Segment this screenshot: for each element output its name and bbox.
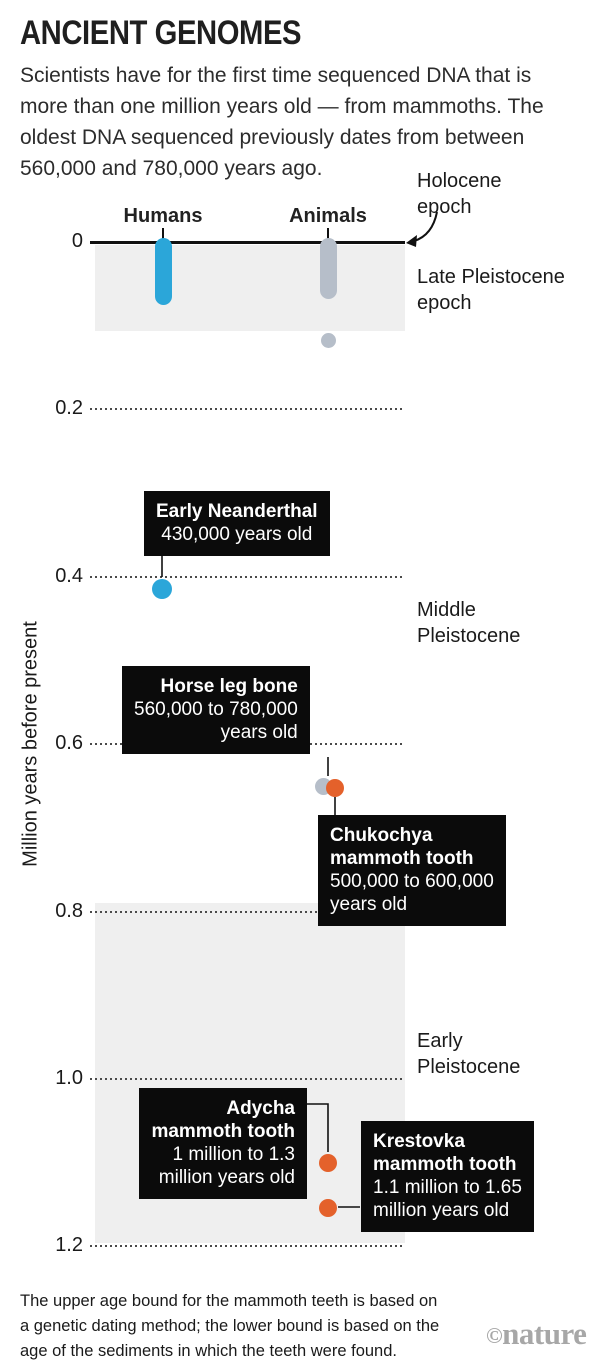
epoch-label-line: Early [417, 1030, 463, 1052]
gridline-1.2 [90, 1245, 405, 1248]
animal-sample-dot [320, 333, 336, 349]
y-tick-label: 0.8 [55, 899, 83, 922]
footnote-line: a genetic dating method; the lower bound… [20, 1317, 440, 1335]
epoch-label-line: Pleistocene [417, 1056, 521, 1078]
epoch-label-line: epoch [417, 292, 472, 314]
page-subtitle: Scientists have for the first time seque… [20, 64, 544, 180]
epoch-label-line: Pleistocene [417, 625, 521, 647]
y-axis-title: Million years before present [19, 621, 42, 867]
gridline-0.6 [90, 743, 405, 746]
adycha-mammoth-tooth-dot [319, 1153, 337, 1172]
y-tick-label: 1.2 [55, 1234, 83, 1257]
column-header-humans: Humans [123, 205, 203, 227]
chukochya-mammoth-tooth-dot [326, 778, 344, 797]
chart-footnote: The upper age bound for the mammoth teet… [20, 1289, 439, 1364]
epoch-label-line: Middle [417, 599, 476, 621]
gridline-1.0 [90, 1078, 405, 1080]
gridline-0.8 [90, 910, 405, 913]
nature-logo-text: nature [502, 1316, 587, 1351]
gridline-0.4 [90, 575, 405, 578]
epoch-label-line: Late Pleistocene [417, 266, 565, 288]
early-neanderthal-dot [152, 579, 172, 600]
x-axis-line [90, 240, 405, 244]
middle-pleistocene-label: Middle Pleistocene [417, 597, 520, 649]
footnote-line: age of the sediments in which the teeth … [20, 1342, 397, 1360]
page-title: ANCIENT GENOMES [20, 14, 302, 52]
epoch-label-line: Holocene [417, 170, 502, 192]
early-pleistocene-band [95, 903, 405, 1244]
nature-logo: ©nature [486, 1316, 587, 1352]
y-tick-label: 0.6 [55, 732, 83, 755]
column-tick [162, 228, 164, 241]
y-tick-label: 1.0 [55, 1067, 83, 1089]
y-tick-label: 0.4 [55, 564, 83, 587]
gridline-0.2 [90, 408, 405, 411]
holocene-epoch-label: Holocene epoch [417, 168, 502, 220]
y-tick-label: 0.2 [55, 397, 83, 420]
animals-recent-samples [319, 238, 337, 299]
epoch-label-line: epoch [417, 196, 472, 218]
late-pleistocene-band [95, 244, 405, 331]
footnote-line: The upper age bound for the mammoth teet… [20, 1292, 438, 1310]
copyright-icon: © [486, 1323, 503, 1348]
humans-recent-samples [154, 238, 172, 306]
column-tick [327, 228, 329, 241]
y-tick-label: 0 [71, 230, 83, 252]
krestovka-mammoth-tooth-dot [319, 1198, 337, 1217]
early-pleistocene-label: Early Pleistocene [417, 1028, 520, 1080]
late-pleistocene-epoch-label: Late Pleistocene epoch [417, 264, 565, 316]
column-header-animals: Animals [289, 205, 367, 227]
